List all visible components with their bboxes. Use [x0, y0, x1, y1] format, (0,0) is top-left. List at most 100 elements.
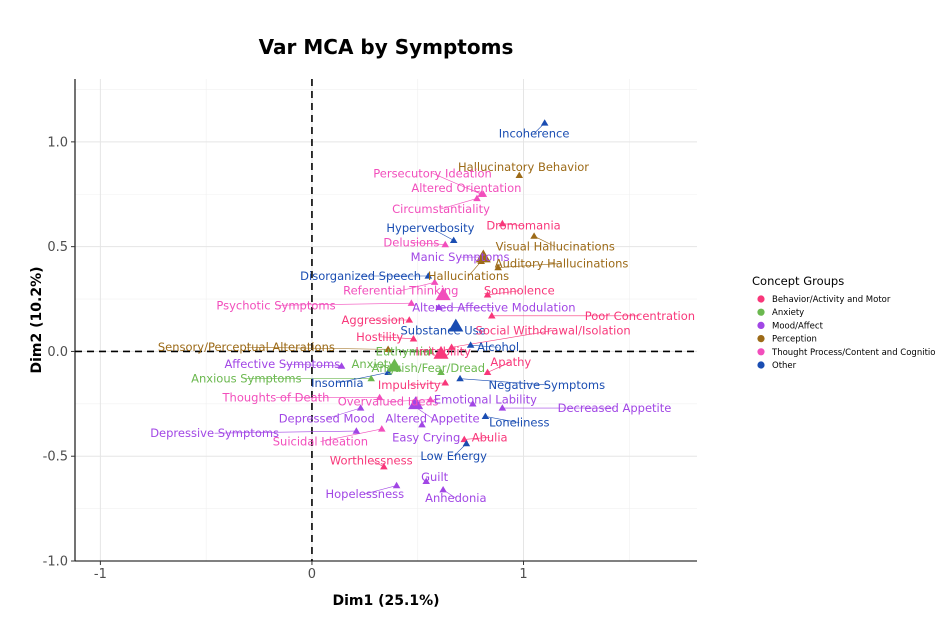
data-point: [449, 236, 458, 243]
tick-labels: -1 0 1 -1.0 -0.5 0.0 0.5 1.0: [43, 135, 528, 582]
leader-line: [464, 437, 490, 440]
point-label: Insomnia: [311, 376, 363, 390]
point-label: Substance Use: [400, 323, 485, 337]
legend-label-thought: Thought Process/Content and Cognition: [771, 348, 936, 358]
data-point: [375, 393, 384, 401]
point-label: Persecutory Ideation: [373, 166, 492, 180]
point-label: Hostility: [356, 330, 403, 344]
leader-line: [388, 399, 431, 403]
leader-line: [275, 302, 412, 306]
leader-line: [430, 227, 454, 241]
point-label: Decreased Appetite: [558, 401, 672, 415]
group-centroid-point: [435, 287, 451, 301]
y-tick-label: -0.5: [43, 450, 68, 465]
point-label: Disorganized Speech: [300, 269, 421, 283]
data-point: [462, 439, 471, 447]
point-label: Delusions: [383, 235, 439, 249]
data-point: [422, 477, 430, 484]
x-axis-title: Dim1 (25.1%): [333, 593, 440, 609]
data-point: [418, 420, 426, 428]
axes: [74, 79, 697, 562]
point-label: Negative Symptoms: [488, 378, 605, 392]
leader-line: [533, 235, 556, 247]
data-point: [430, 278, 439, 285]
legend-label-anxiety: Anxiety: [772, 308, 804, 318]
point-label: Anhedonia: [425, 491, 486, 505]
point-label: Affective Symptoms: [224, 357, 340, 371]
point-labels: Incoherence Hallucinatory BehaviorPersecu…: [150, 126, 695, 505]
chart-title: Var MCA by Symptoms: [259, 35, 514, 59]
data-point: [367, 374, 375, 382]
data-point: [515, 171, 524, 179]
data-point: [384, 345, 392, 352]
legend-title: Concept Groups: [752, 274, 844, 288]
group-centroid-point: [448, 318, 464, 332]
point-label: Apathy: [490, 355, 531, 369]
leader-line: [502, 223, 524, 226]
data-point: [540, 119, 549, 126]
data-point: [352, 427, 361, 434]
data-point: [392, 481, 401, 489]
group-centroid-point: [408, 396, 424, 410]
point-label: Worthlessness: [330, 453, 413, 467]
point-label: Euthymia: [376, 344, 431, 358]
data-point: [488, 312, 496, 319]
legend-key-mood: [757, 321, 765, 329]
legend-label-mood: Mood/Affect: [772, 321, 824, 331]
data-point: [456, 374, 464, 382]
leader-line: [371, 460, 385, 467]
legend-label-perception: Perception: [772, 335, 817, 345]
legend: Concept Groups Behavior/Activity and Mot…: [752, 274, 936, 371]
data-point: [439, 485, 447, 493]
point-label: Thoughts of Death: [222, 391, 330, 405]
data-point: [483, 291, 492, 298]
point-label: Anxious Symptoms: [191, 372, 301, 386]
point-label: Incoherence: [499, 126, 570, 140]
point-label: Visual Hallucinations: [496, 240, 615, 254]
data-point: [377, 425, 386, 432]
leader-line: [320, 428, 382, 442]
data-point: [498, 219, 507, 227]
data-point: [479, 190, 488, 197]
data-point: [466, 341, 475, 348]
point-label: Easy Crying: [392, 430, 460, 444]
data-point: [530, 232, 538, 239]
point-label: Depressive Symptoms: [150, 426, 279, 440]
data-point: [468, 400, 477, 407]
point-label: Altered Affective Modulation: [412, 300, 575, 314]
data-points: [337, 119, 549, 493]
point-label: Dromomania: [486, 219, 560, 233]
point-label: Abulia: [472, 430, 508, 444]
data-point: [405, 316, 414, 323]
group-centroid-point: [386, 358, 403, 372]
point-label: Hopelessness: [326, 487, 405, 501]
point-label: Anguish/Fear/Dread: [372, 361, 486, 375]
point-label: Impulsivity: [378, 378, 441, 392]
leader-line: [451, 330, 554, 348]
point-label: Guilt: [421, 470, 449, 484]
leader-line: [373, 363, 393, 367]
x-tick-label: 0: [308, 567, 316, 582]
point-label: Alcohol: [477, 340, 519, 354]
data-point: [447, 343, 456, 350]
data-point: [380, 462, 388, 470]
data-point: [337, 362, 346, 369]
data-point: [356, 404, 365, 411]
y-tick-label: 0.0: [47, 345, 68, 360]
point-label: Altered Appetite: [386, 411, 480, 425]
data-point: [426, 395, 435, 403]
point-label: Loneliness: [489, 416, 549, 430]
point-label: Auditory Hallucinations: [495, 256, 629, 270]
leader-line: [282, 363, 342, 367]
point-label: Suicidal Ideation: [273, 435, 368, 449]
leader-line: [326, 407, 361, 419]
leader-line: [379, 336, 414, 340]
x-tick-label: 1: [519, 567, 527, 582]
leader-line: [498, 263, 562, 268]
data-point: [473, 194, 481, 202]
point-label: Low Energy: [420, 449, 487, 463]
point-label: Psychotic Symptoms: [216, 298, 335, 312]
group-centroid-point: [475, 249, 491, 263]
leader-line: [409, 382, 446, 386]
